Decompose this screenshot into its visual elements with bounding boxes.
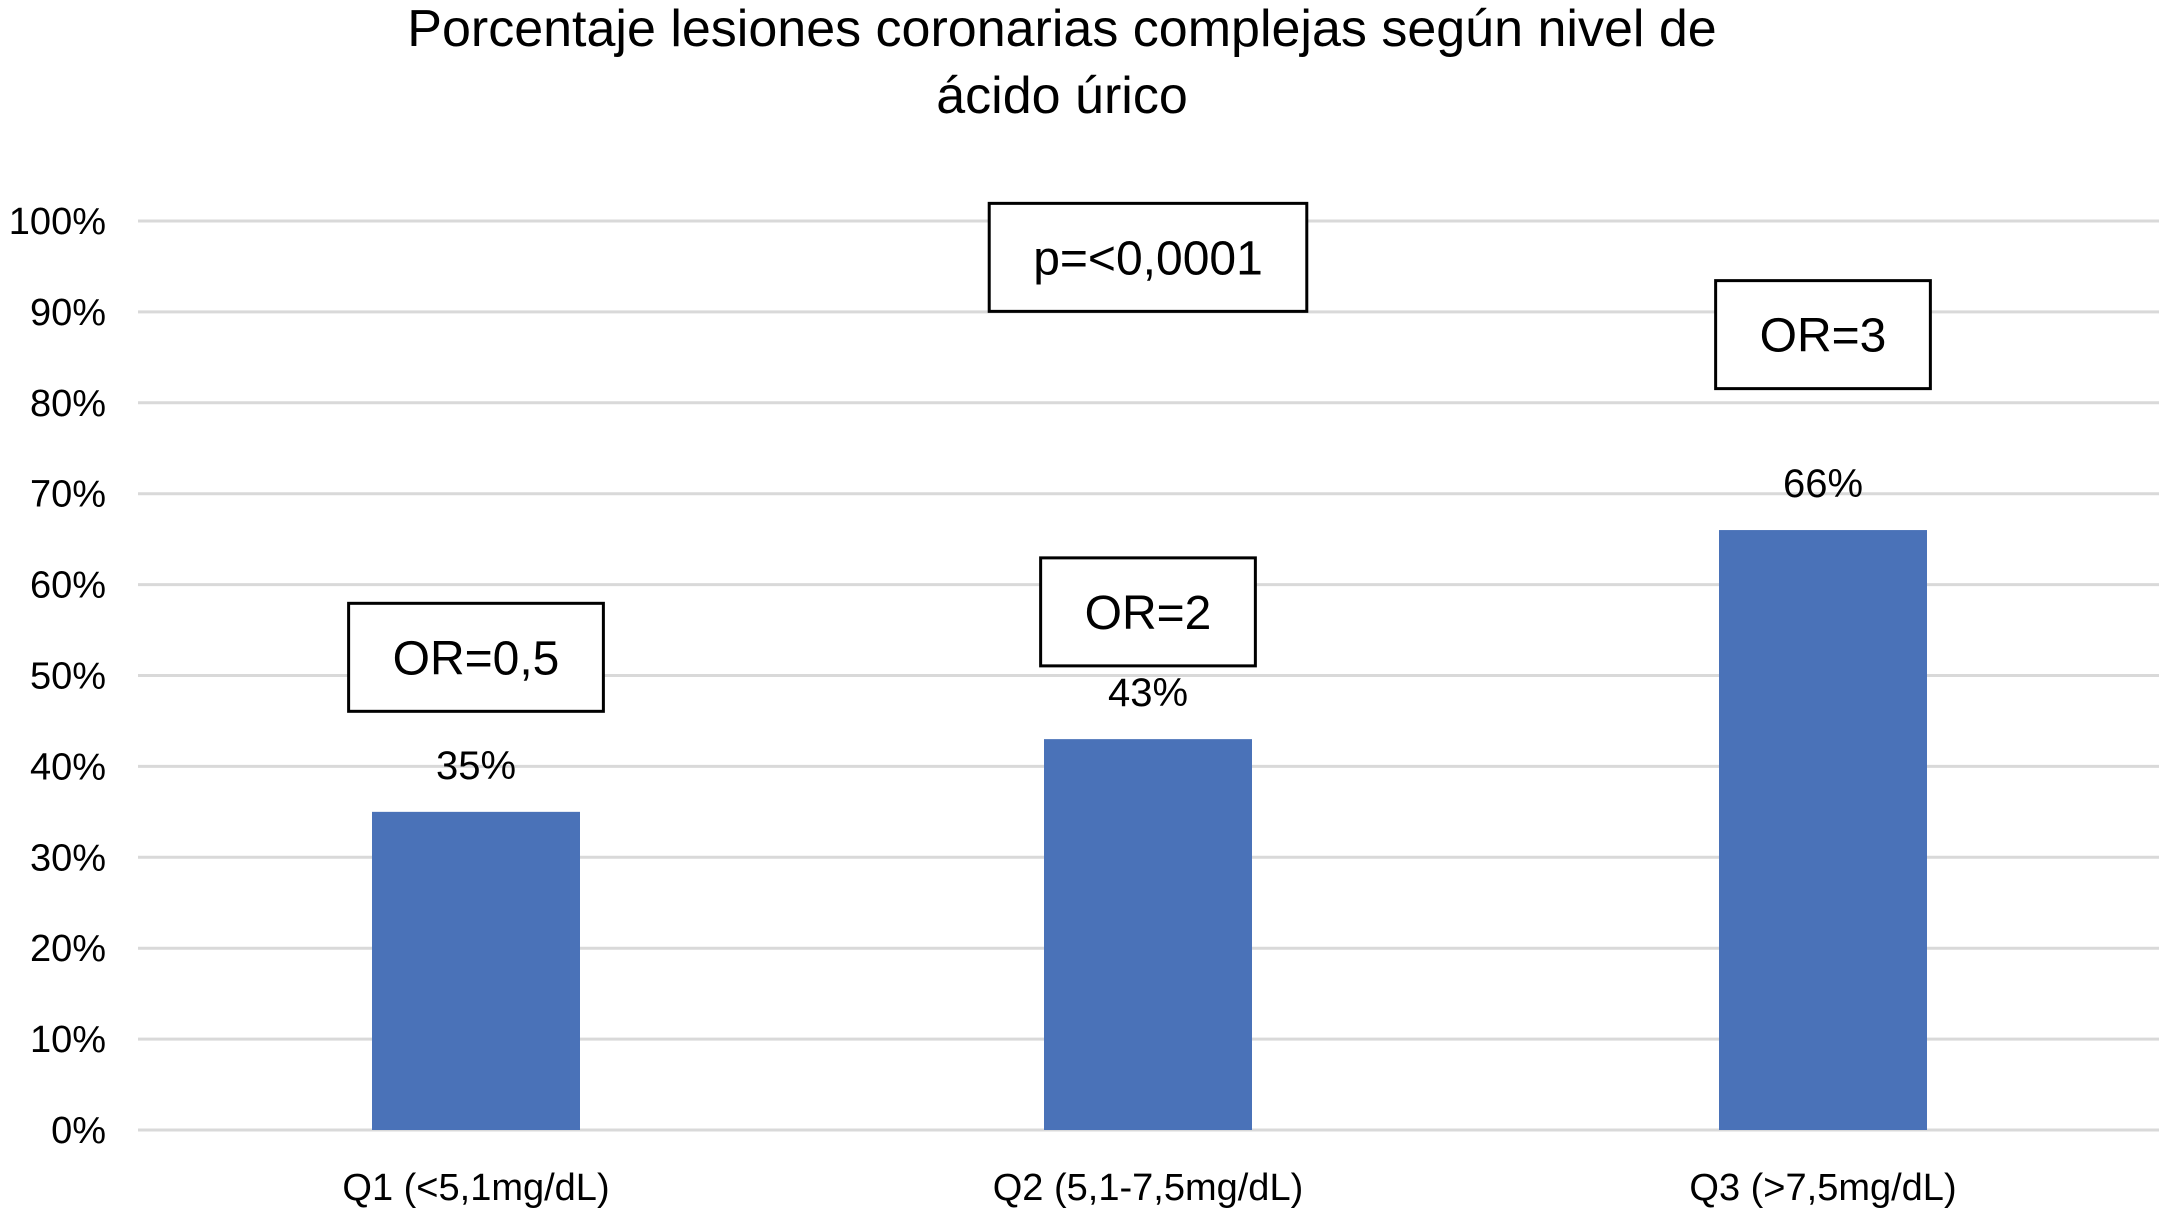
bars bbox=[372, 530, 1927, 1130]
y-tick-label: 70% bbox=[30, 474, 106, 516]
x-tick-label: Q2 (5,1-7,5mg/dL) bbox=[993, 1167, 1303, 1209]
annotation-text: OR=3 bbox=[1760, 310, 1887, 363]
bar bbox=[1044, 739, 1252, 1130]
annotation-box: OR=3 bbox=[1714, 279, 1932, 391]
data-label: 43% bbox=[1108, 671, 1188, 715]
y-tick-label: 50% bbox=[30, 656, 106, 698]
annotation-frame bbox=[347, 601, 605, 713]
annotation-frame bbox=[987, 201, 1309, 313]
chart-title-line-2: ácido úrico bbox=[936, 67, 1187, 125]
x-axis-ticks: Q1 (<5,1mg/dL) Q2 (5,1-7,5mg/dL) Q3 (>7,5m… bbox=[342, 1167, 1956, 1209]
y-tick-label: 60% bbox=[30, 565, 106, 607]
y-tick-label: 90% bbox=[30, 292, 106, 334]
data-labels: 35% 43% 66% bbox=[436, 462, 1863, 788]
y-tick-label: 0% bbox=[51, 1110, 106, 1152]
y-tick-label: 30% bbox=[30, 837, 106, 879]
x-tick-label: Q3 (>7,5mg/dL) bbox=[1689, 1167, 1956, 1209]
annotation-text: OR=0,5 bbox=[393, 632, 560, 685]
data-label: 66% bbox=[1783, 462, 1863, 506]
annotation-frame bbox=[1039, 556, 1257, 668]
annotation-box: p=<0,0001 bbox=[987, 201, 1309, 313]
y-tick-label: 40% bbox=[30, 746, 106, 788]
bar bbox=[372, 811, 580, 1130]
data-label: 35% bbox=[436, 744, 516, 788]
y-axis-ticks: 0% 10% 20% 30% 40% 50% 60% 70% 80% 90% 100% bbox=[9, 201, 106, 1152]
annotation-text: p=<0,0001 bbox=[1033, 232, 1263, 285]
y-tick-label: 10% bbox=[30, 1019, 106, 1061]
annotations: OR=0,5 OR=2 p=<0,0001 OR=3 bbox=[347, 201, 1932, 713]
annotation-box: OR=2 bbox=[1039, 556, 1257, 668]
y-tick-label: 80% bbox=[30, 383, 106, 425]
bar bbox=[1719, 530, 1927, 1130]
y-tick-label: 100% bbox=[9, 201, 106, 243]
annotation-frame bbox=[1714, 279, 1932, 391]
annotation-text: OR=2 bbox=[1085, 587, 1212, 640]
y-tick-label: 20% bbox=[30, 928, 106, 970]
x-tick-label: Q1 (<5,1mg/dL) bbox=[342, 1167, 609, 1209]
chart-title-line-1: Porcentaje lesiones coronarias complejas… bbox=[407, 0, 1716, 58]
annotation-box: OR=0,5 bbox=[347, 601, 605, 713]
